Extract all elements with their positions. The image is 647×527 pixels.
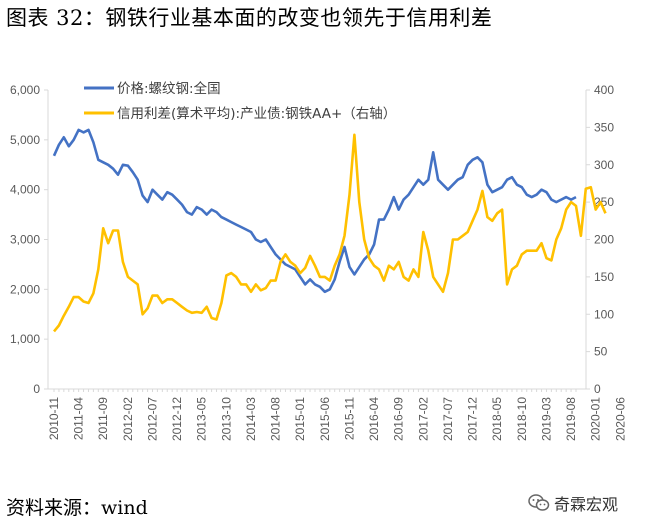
x-tick-label: 2020-01 <box>589 397 603 441</box>
x-tick-label: 2019-08 <box>564 397 578 441</box>
x-tick-label: 2010-11 <box>47 397 61 440</box>
series-line-2 <box>52 133 607 333</box>
x-tick-label: 2013-05 <box>195 397 209 441</box>
right-tick-label: 150 <box>594 270 614 284</box>
watermark: 奇霖宏观 <box>528 491 618 515</box>
x-tick-label: 2017-07 <box>441 397 455 441</box>
figure-title: 图表 32：钢铁行业基本面的改变也领先于信用利差 <box>6 6 493 30</box>
watermark-text: 奇霖宏观 <box>554 495 619 514</box>
right-tick-label: 50 <box>594 345 608 359</box>
left-tick-label: 5,000 <box>10 133 40 147</box>
chart-series <box>52 128 607 333</box>
right-tick-label: 350 <box>594 120 614 134</box>
x-tick-label: 2020-06 <box>613 397 627 441</box>
left-tick-label: 4,000 <box>10 183 40 197</box>
series-line-1 <box>52 128 577 294</box>
x-tick-label: 2012-07 <box>145 397 159 441</box>
right-tick-label: 400 <box>594 83 614 97</box>
x-tick-label: 2019-03 <box>539 397 553 441</box>
x-tick-label: 2011-09 <box>96 397 110 440</box>
legend-label-series-1: 价格:螺纹钢:全国 <box>117 80 221 97</box>
left-tick-label: 2,000 <box>10 282 40 296</box>
left-tick-label: 0 <box>33 382 40 396</box>
right-tick-label: 100 <box>594 307 614 321</box>
x-tick-label: 2015-06 <box>318 397 332 441</box>
x-tick-label: 2015-01 <box>293 397 307 441</box>
left-tick-label: 6,000 <box>10 83 40 97</box>
x-tick-label: 2011-04 <box>72 397 86 440</box>
x-tick-label: 2013-10 <box>219 397 233 441</box>
legend-label-series-2: 信用利差(算术平均):产业债:钢铁AA+（右轴） <box>117 106 396 122</box>
chart-legend: 价格:螺纹钢:全国 信用利差(算术平均):产业债:钢铁AA+（右轴） <box>84 80 396 122</box>
x-tick-label: 2017-02 <box>416 397 430 441</box>
source-note: 资料来源：wind <box>6 497 148 519</box>
x-tick-label: 2015-11 <box>342 397 356 440</box>
right-tick-label: 0 <box>594 382 601 396</box>
x-tick-label: 2018-10 <box>515 397 529 441</box>
left-tick-label: 3,000 <box>10 233 40 247</box>
x-tick-label: 2017-12 <box>466 397 480 441</box>
x-tick-label: 2016-04 <box>367 397 381 441</box>
x-tick-label: 2012-12 <box>170 397 184 441</box>
x-tick-label: 2016-09 <box>392 397 406 441</box>
wechat-icon <box>528 494 550 511</box>
right-tick-label: 300 <box>594 158 614 172</box>
x-tick-label: 2014-08 <box>269 397 283 441</box>
x-tick-label: 2018-05 <box>490 397 504 441</box>
left-tick-label: 1,000 <box>10 332 40 346</box>
chart-axes: 0 1,000 2,000 3,000 4,000 5,000 6,000 0 50 100 150… <box>10 83 627 441</box>
x-tick-label: 2012-02 <box>121 397 135 441</box>
x-tick-label: 2014-03 <box>244 397 258 441</box>
right-tick-label: 200 <box>594 233 614 247</box>
